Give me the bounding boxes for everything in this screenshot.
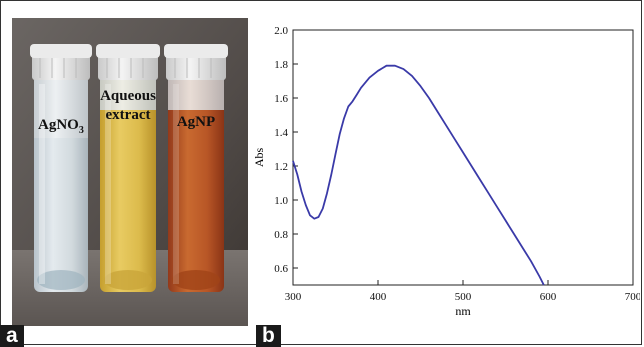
label-agnp: AgNP [177, 114, 215, 130]
label-agno3: AgNO3 [38, 117, 84, 136]
vials-photo: AgNO3 Aqueous extract AgNP [12, 18, 248, 326]
x-axis-label: nm [455, 304, 471, 318]
panel-label-a: a [0, 325, 24, 347]
x-tick-label: 500 [455, 291, 472, 303]
y-tick-label: 1.2 [274, 161, 288, 173]
vial-aqueous-extract [96, 44, 160, 292]
x-tick-label: 400 [370, 291, 387, 303]
vial-agno3 [30, 44, 92, 292]
x-tick-label: 600 [540, 291, 557, 303]
chart-series [292, 64, 545, 286]
y-tick-label: 2.0 [274, 25, 288, 37]
x-tick-label: 700 [625, 291, 640, 303]
y-tick-label: 1.4 [274, 127, 288, 139]
y-tick-label: 1.6 [274, 93, 288, 105]
series-line-absorbance [292, 64, 545, 286]
label-extract-line2: extract [106, 107, 151, 123]
uv-vis-chart: 300 400 500 600 7000.60.81.01.21.41.61.82.0 … [252, 25, 640, 318]
label-extract-line1: Aqueous [100, 88, 156, 104]
y-tick-label: 0.8 [274, 229, 288, 241]
plot-area-border [292, 29, 634, 286]
chart-axes [292, 29, 634, 286]
y-tick-label: 1.8 [274, 59, 288, 71]
vial-agnp [164, 44, 228, 292]
panel-label-b: b [256, 325, 281, 347]
chart-ticks: 300 400 500 600 700 0.6 0.8 1.0 1.2 1.4 1.6 1.8 2.0 [274, 25, 640, 303]
y-tick-label: 1.0 [274, 195, 288, 207]
x-tick-label: 300 [285, 291, 302, 303]
vials-illustration: AgNO3 Aqueous extract AgNP [12, 18, 248, 326]
y-tick-label: 0.6 [274, 263, 288, 275]
y-axis-label: Abs [252, 148, 266, 168]
